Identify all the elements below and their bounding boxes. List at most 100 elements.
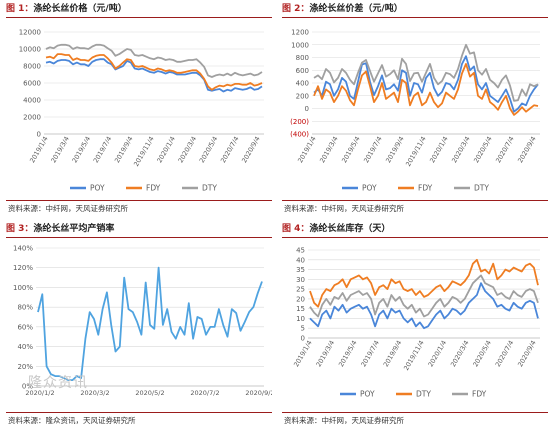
y-tick-label: 400 xyxy=(296,80,309,88)
legend-label: FDY xyxy=(418,184,433,193)
figure-title: 涤纶长丝平均产销率 xyxy=(33,224,115,234)
y-tick-label: (200) xyxy=(290,118,309,126)
panel-title: 图 3：涤纶长丝平均产销率 xyxy=(6,222,114,236)
y-tick-label: 30 xyxy=(296,276,305,284)
y-tick-label: 2000 xyxy=(23,114,41,122)
series-line-rate xyxy=(37,266,263,382)
legend-label: FDY xyxy=(146,184,161,193)
y-tick-label: 60% xyxy=(17,323,33,331)
x-tick-label: 2020/1/4 xyxy=(428,135,450,164)
x-tick-label: 2019/3/4 xyxy=(318,135,340,164)
figure-tag: 图 1： xyxy=(6,4,34,14)
y-tick-label: 15 xyxy=(296,305,305,313)
x-tick-label: 2020/7/4 xyxy=(219,135,241,164)
y-tick-label: 10000 xyxy=(19,46,41,54)
figure-tag: 图 3： xyxy=(6,224,34,234)
x-tick-label: 2020/9/4 xyxy=(516,135,538,164)
x-tick-label: 2020/5/4 xyxy=(198,135,220,164)
panel-3: 图 3：涤纶长丝平均产销率 0% 20% 40% 60% 80% 100% 120% 140%… xyxy=(6,222,272,428)
title-rule xyxy=(6,237,272,238)
x-tick-label: 2020/1/2 xyxy=(25,389,54,397)
x-tick-label: 2020/3/2 xyxy=(80,389,109,397)
legend-label: POY xyxy=(90,184,105,193)
x-tick-label: 2020/1/4 xyxy=(427,339,449,368)
x-tick-label: 2020/3/4 xyxy=(177,135,199,164)
chart-sales-rate: 0% 20% 40% 60% 80% 100% 120% 140% 2020/1/2 2020/3… xyxy=(13,245,272,398)
legend-label: DTY xyxy=(474,184,489,193)
x-tick-label: 2019/11/4 xyxy=(402,339,426,372)
figure-title: 涤纶长丝价格（元/吨） xyxy=(33,4,127,14)
legend-label: POY xyxy=(360,390,375,399)
x-tick-label: 2020/9/4 xyxy=(240,135,262,164)
x-tick-label: 2019/1/4 xyxy=(296,135,318,164)
y-tick-label: 100% xyxy=(13,284,33,292)
y-tick-label: 0% xyxy=(22,383,33,391)
legend-label: FDY xyxy=(472,390,487,399)
x-tick-label: 2020/7/4 xyxy=(494,135,516,164)
x-tick-label: 2020/5/2 xyxy=(135,389,164,397)
y-tick-label: 1200 xyxy=(291,29,309,37)
x-tick-label: 2019/5/4 xyxy=(337,339,359,368)
figure-title: 涤纶长丝价差（元/吨） xyxy=(309,4,403,14)
y-tick-label: 5 xyxy=(301,325,305,333)
series-line-dty xyxy=(309,258,539,308)
series-line-dty xyxy=(313,43,539,102)
y-tick-label: 12000 xyxy=(19,29,41,37)
y-tick-label: 20% xyxy=(17,363,33,371)
y-tick-label: 8000 xyxy=(23,63,41,71)
y-tick-label: 40 xyxy=(296,256,305,264)
y-tick-label: 1000 xyxy=(291,41,309,49)
series-line-dty xyxy=(45,43,263,78)
y-tick-label: 800 xyxy=(296,54,309,62)
x-tick-label: 2020/9/4 xyxy=(516,339,538,368)
x-tick-label: 2019/1/4 xyxy=(292,339,314,368)
panel-2: 图 2：涤纶长丝价差（元/吨） (400) (200) 0 200 400 600 800 1… xyxy=(282,2,548,214)
y-tick-label: 80% xyxy=(17,304,33,312)
figure-tag: 图 4： xyxy=(282,224,310,234)
legend-label: POY xyxy=(362,184,377,193)
panel-1: 图 1：涤纶长丝价格（元/吨） 0 2000 4000 6000 8000 10000 12… xyxy=(6,2,272,214)
y-tick-label: 45 xyxy=(296,247,305,255)
x-tick-label: 2019/9/4 xyxy=(382,339,404,368)
y-tick-label: 20 xyxy=(296,295,305,303)
bottom-rule xyxy=(282,412,548,413)
y-tick-label: 6000 xyxy=(23,80,41,88)
y-tick-label: 4000 xyxy=(23,97,41,105)
y-tick-label: 200 xyxy=(296,92,309,100)
y-tick-label: 0 xyxy=(301,335,305,343)
source-note: 资料来源：中纤网，天风证券研究所 xyxy=(8,204,128,213)
source-note: 资料来源：隆众资讯，天风证券研究所 xyxy=(8,416,136,425)
y-tick-label: 600 xyxy=(296,67,309,75)
panel-title: 图 2：涤纶长丝价差（元/吨） xyxy=(282,2,403,16)
x-tick-label: 2019/7/4 xyxy=(92,135,114,164)
x-tick-label: 2019/3/4 xyxy=(49,135,71,164)
x-tick-label: 2020/9/2 xyxy=(245,389,272,397)
bottom-rule xyxy=(6,412,272,413)
legend-label: DTY xyxy=(416,390,431,399)
x-tick-label: 2019/3/4 xyxy=(315,339,337,368)
x-tick-label: 2020/3/4 xyxy=(449,339,471,368)
series-line-fdy xyxy=(309,274,539,318)
series-line-poy xyxy=(45,58,263,93)
y-tick-label: 40% xyxy=(17,343,33,351)
y-tick-label: 0 xyxy=(305,105,309,113)
title-rule xyxy=(282,17,548,18)
x-tick-label: 2020/1/4 xyxy=(155,135,177,164)
y-tick-label: 120% xyxy=(13,264,33,272)
y-tick-label: 0 xyxy=(37,131,41,139)
x-tick-label: 2020/5/4 xyxy=(471,339,493,368)
x-tick-label: 2020/7/2 xyxy=(190,389,219,397)
figure-title: 涤纶长丝库存（天） xyxy=(309,224,391,234)
x-tick-label: 2019/1/4 xyxy=(28,135,50,164)
x-tick-label: 2019/11/4 xyxy=(132,135,156,168)
x-tick-label: 2019/7/4 xyxy=(362,135,384,164)
x-tick-label: 2019/5/4 xyxy=(71,135,93,164)
panel-title: 图 1：涤纶长丝价格（元/吨） xyxy=(6,2,127,16)
y-tick-label: (400) xyxy=(290,131,309,139)
legend-label: DTY xyxy=(202,184,217,193)
x-tick-label: 2019/7/4 xyxy=(359,339,381,368)
y-tick-label: 25 xyxy=(296,286,305,294)
